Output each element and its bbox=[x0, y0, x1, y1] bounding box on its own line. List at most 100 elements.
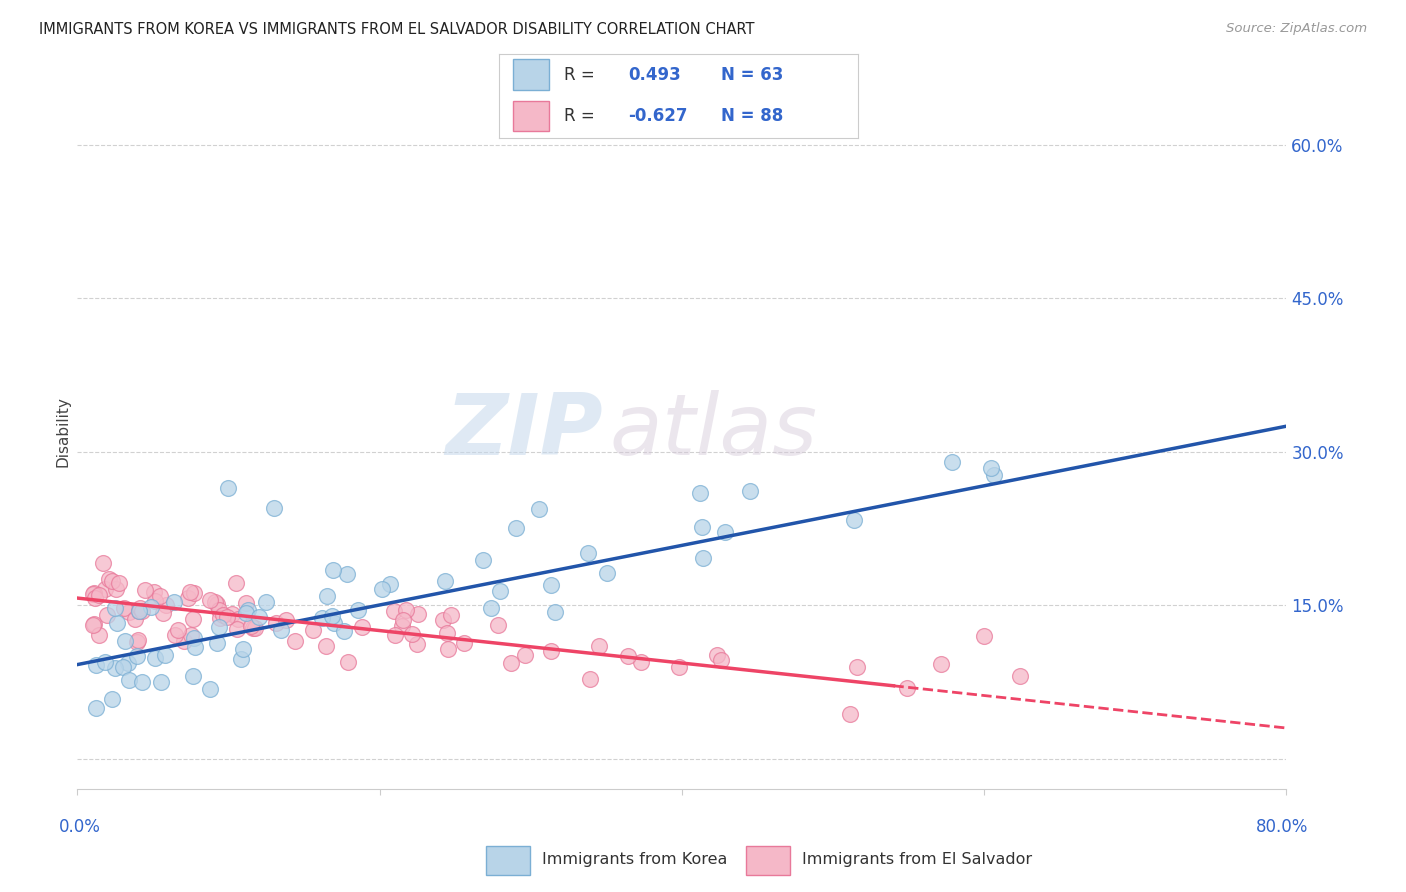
Point bbox=[941, 455, 963, 469]
Point bbox=[929, 657, 952, 671]
Text: R =: R = bbox=[564, 66, 595, 84]
Point bbox=[350, 620, 373, 634]
Point bbox=[177, 591, 200, 606]
Point bbox=[101, 574, 124, 588]
Point bbox=[322, 563, 344, 577]
Point bbox=[212, 607, 235, 622]
Point bbox=[125, 648, 148, 663]
Point bbox=[527, 501, 550, 516]
Point bbox=[204, 595, 226, 609]
Point bbox=[380, 576, 402, 591]
Point bbox=[124, 612, 146, 626]
Point bbox=[436, 625, 458, 640]
Point bbox=[236, 603, 259, 617]
Point bbox=[432, 613, 454, 627]
Point bbox=[274, 613, 297, 627]
Point bbox=[486, 618, 509, 632]
Point bbox=[284, 633, 307, 648]
Point bbox=[87, 588, 110, 602]
Point bbox=[896, 681, 918, 695]
Point bbox=[143, 584, 166, 599]
Point bbox=[139, 600, 162, 615]
Point bbox=[406, 607, 429, 621]
Point bbox=[540, 577, 562, 591]
Point bbox=[371, 582, 394, 596]
Point bbox=[205, 636, 228, 650]
Point bbox=[163, 628, 186, 642]
Point bbox=[499, 656, 522, 670]
Point bbox=[332, 624, 354, 639]
Bar bbox=[747, 846, 790, 875]
Point bbox=[540, 644, 562, 658]
Point bbox=[84, 700, 107, 714]
Point bbox=[983, 468, 1005, 483]
Point bbox=[980, 461, 1002, 475]
Point bbox=[167, 623, 190, 637]
Point bbox=[114, 633, 136, 648]
Point bbox=[235, 606, 257, 620]
Point bbox=[270, 623, 292, 637]
Point bbox=[221, 607, 243, 621]
Point bbox=[153, 648, 176, 663]
Point bbox=[437, 641, 460, 656]
Point bbox=[336, 655, 359, 669]
Point bbox=[207, 603, 229, 617]
Point bbox=[149, 675, 172, 690]
Text: IMMIGRANTS FROM KOREA VS IMMIGRANTS FROM EL SALVADOR DISABILITY CORRELATION CHAR: IMMIGRANTS FROM KOREA VS IMMIGRANTS FROM… bbox=[39, 22, 755, 37]
Point bbox=[112, 600, 135, 615]
Point bbox=[128, 604, 150, 618]
Point bbox=[131, 675, 153, 690]
Point bbox=[128, 604, 150, 618]
Point bbox=[181, 612, 204, 626]
Point bbox=[243, 621, 266, 635]
Point bbox=[89, 627, 111, 641]
Point bbox=[842, 513, 865, 527]
Point bbox=[155, 598, 177, 612]
Point bbox=[845, 660, 868, 674]
Point bbox=[127, 632, 149, 647]
Point bbox=[588, 639, 610, 653]
Point bbox=[82, 618, 104, 632]
Point bbox=[105, 615, 128, 630]
Point bbox=[184, 640, 207, 655]
Point bbox=[336, 567, 359, 582]
Point bbox=[973, 629, 995, 643]
Point bbox=[112, 659, 135, 673]
Point bbox=[209, 610, 232, 624]
Text: atlas: atlas bbox=[609, 390, 817, 473]
Point bbox=[595, 566, 617, 581]
Point bbox=[84, 591, 107, 605]
Point bbox=[689, 485, 711, 500]
Point bbox=[690, 520, 713, 534]
Point bbox=[180, 628, 202, 642]
Point bbox=[163, 595, 186, 609]
Point bbox=[83, 586, 105, 600]
Point bbox=[315, 640, 337, 654]
Point bbox=[93, 556, 115, 570]
Point bbox=[401, 626, 423, 640]
Bar bbox=[513, 101, 550, 131]
Point bbox=[440, 607, 463, 622]
Y-axis label: Disability: Disability bbox=[55, 396, 70, 467]
Point bbox=[692, 550, 714, 565]
Point bbox=[264, 615, 287, 630]
Bar bbox=[513, 60, 550, 90]
Point bbox=[183, 632, 205, 646]
Text: N = 88: N = 88 bbox=[721, 107, 783, 125]
Point bbox=[93, 655, 115, 669]
Point bbox=[471, 553, 494, 567]
Point bbox=[242, 621, 264, 635]
Point bbox=[143, 650, 166, 665]
Point bbox=[152, 606, 174, 620]
Point bbox=[453, 636, 475, 650]
Text: -0.627: -0.627 bbox=[628, 107, 688, 125]
Point bbox=[395, 603, 418, 617]
Point bbox=[321, 609, 343, 624]
Point bbox=[316, 589, 339, 603]
Point bbox=[302, 623, 325, 637]
Point bbox=[544, 605, 567, 619]
Text: Immigrants from Korea: Immigrants from Korea bbox=[543, 853, 727, 867]
Point bbox=[149, 589, 172, 603]
Point bbox=[179, 584, 201, 599]
Point bbox=[229, 652, 252, 666]
